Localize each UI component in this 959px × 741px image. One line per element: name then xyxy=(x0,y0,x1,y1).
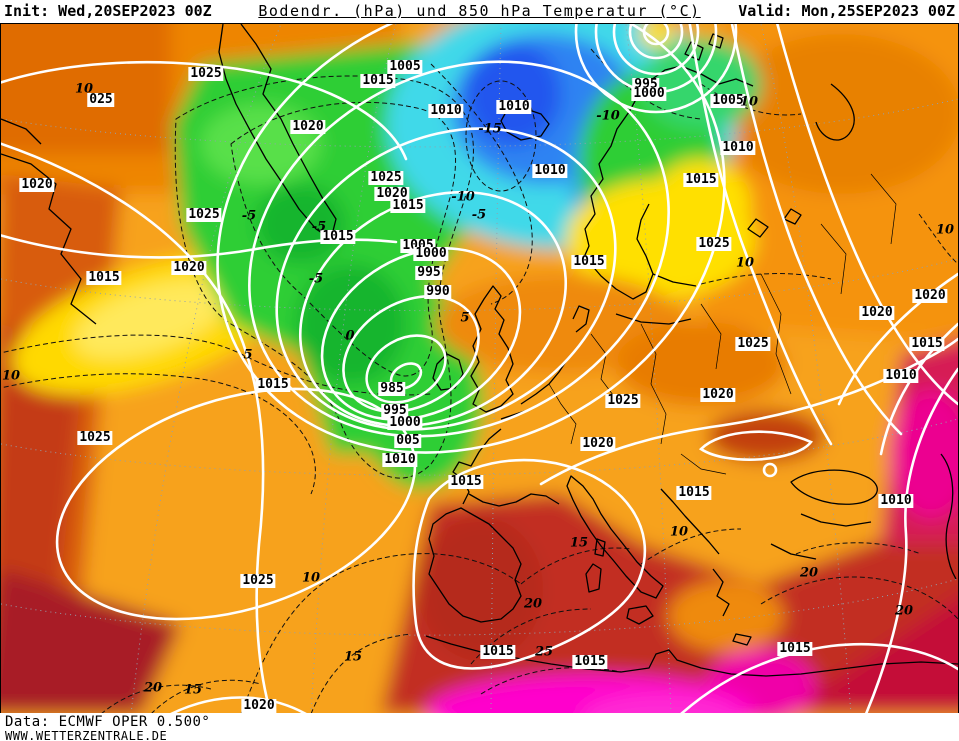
temperature-label: -5 xyxy=(241,208,257,224)
weather-map: 1025 025 1020 1020 1025 1020 1015 1015 1005 1015 1… xyxy=(0,23,959,715)
valid-timestamp: Valid: Mon,25SEP2023 00Z xyxy=(738,2,955,20)
pressure-label: 1020 xyxy=(859,305,895,320)
temperature-label: 5 xyxy=(460,310,470,326)
pressure-label: 1025 xyxy=(188,66,224,81)
temperature-label: 25 xyxy=(534,644,554,660)
pressure-label: 1025 xyxy=(735,336,771,351)
pressure-label: 990 xyxy=(424,284,452,299)
pressure-label: 1025 xyxy=(240,573,276,588)
footer-bar: Data: ECMWF OPER 0.500° WWW.WETTERZENTRA… xyxy=(0,713,959,741)
pressure-label: 995 xyxy=(415,265,443,280)
pressure-label: 1020 xyxy=(290,119,326,134)
coastlines xyxy=(1,24,958,677)
temperature-label: 15 xyxy=(183,682,203,698)
pressure-label: 1015 xyxy=(448,474,484,489)
pressure-label: 005 xyxy=(394,433,422,448)
temperature-label: 0 xyxy=(345,328,355,344)
pressure-label: 1005 xyxy=(387,59,423,74)
temperature-label: 10 xyxy=(739,94,759,110)
pressure-label: 1015 xyxy=(320,229,356,244)
pressure-label: 1020 xyxy=(171,260,207,275)
pressure-label: 1020 xyxy=(700,387,736,402)
pressure-label: 1005 xyxy=(710,93,746,108)
data-source-label: Data: ECMWF OPER 0.500° xyxy=(5,714,211,730)
temperature-label: -10 xyxy=(451,189,475,205)
pressure-label: 1015 xyxy=(390,198,426,213)
pressure-label: 1025 xyxy=(368,170,404,185)
pressure-label: 1010 xyxy=(878,493,914,508)
pressure-label: 1015 xyxy=(571,254,607,269)
pressure-label: 1015 xyxy=(777,641,813,656)
pressure-label: 1000 xyxy=(413,246,449,261)
pressure-label: 1000 xyxy=(631,86,667,101)
pressure-label: 1010 xyxy=(496,99,532,114)
temperature-label: 10 xyxy=(1,368,21,384)
temperature-label: -15 xyxy=(478,121,502,137)
temperature-label: -5 xyxy=(311,219,327,235)
pressure-label: 1010 xyxy=(532,163,568,178)
graticule xyxy=(1,24,958,714)
pressure-label: 1015 xyxy=(360,73,396,88)
temperature-label: 20 xyxy=(523,596,543,612)
pressure-label: 1010 xyxy=(883,368,919,383)
pressure-label: 1025 xyxy=(77,430,113,445)
temperature-label: 10 xyxy=(735,255,755,271)
pressure-label: 985 xyxy=(378,381,406,396)
temperature-label: 20 xyxy=(143,680,163,696)
pressure-label: 1020 xyxy=(374,186,410,201)
temperature-label: 20 xyxy=(894,603,914,619)
pressure-label: 1020 xyxy=(241,698,277,713)
init-timestamp: Init: Wed,20SEP2023 00Z xyxy=(4,2,212,20)
temperature-label: 10 xyxy=(669,524,689,540)
temperature-label: -5 xyxy=(471,207,487,223)
website-label: WWW.WETTERZENTRALE.DE xyxy=(5,729,168,741)
header-bar: Init: Wed,20SEP2023 00Z Bodendr. (hPa) u… xyxy=(0,0,959,23)
pressure-label: 025 xyxy=(87,92,115,107)
temperature-label: -5 xyxy=(308,271,324,287)
pressure-label: 1015 xyxy=(480,644,516,659)
map-title: Bodendr. (hPa) und 850 hPa Temperatur (°… xyxy=(258,2,701,20)
temperature-label: 10 xyxy=(935,222,955,238)
pressure-label: 1015 xyxy=(86,270,122,285)
pressure-label: 1020 xyxy=(580,436,616,451)
temperature-label: 20 xyxy=(799,565,819,581)
pressure-label: 1015 xyxy=(255,377,291,392)
pressure-label: 1015 xyxy=(909,336,945,351)
pressure-label: 1025 xyxy=(696,236,732,251)
pressure-label: 1025 xyxy=(186,207,222,222)
pressure-label: 1015 xyxy=(683,172,719,187)
temperature-label: 15 xyxy=(569,535,589,551)
map-label-layer: 1025 025 1020 1020 1025 1020 1015 1015 1005 1015 1… xyxy=(1,24,958,714)
temperature-label: 15 xyxy=(343,649,363,665)
pressure-label: 1020 xyxy=(912,288,948,303)
pressure-label: 1010 xyxy=(720,140,756,155)
temperature-label: 10 xyxy=(301,570,321,586)
pressure-label: 1000 xyxy=(387,415,423,430)
pressure-label: 1020 xyxy=(19,177,55,192)
pressure-label: 1010 xyxy=(382,452,418,467)
pressure-label: 1015 xyxy=(572,654,608,669)
pressure-label: 1025 xyxy=(605,393,641,408)
pressure-label: 1010 xyxy=(428,103,464,118)
pressure-label: 1015 xyxy=(676,485,712,500)
temperature-label: 10 xyxy=(74,81,94,97)
pressure-label: 995 xyxy=(381,403,409,418)
temperature-label: -10 xyxy=(596,108,620,124)
temperature-label: 5 xyxy=(243,347,253,363)
